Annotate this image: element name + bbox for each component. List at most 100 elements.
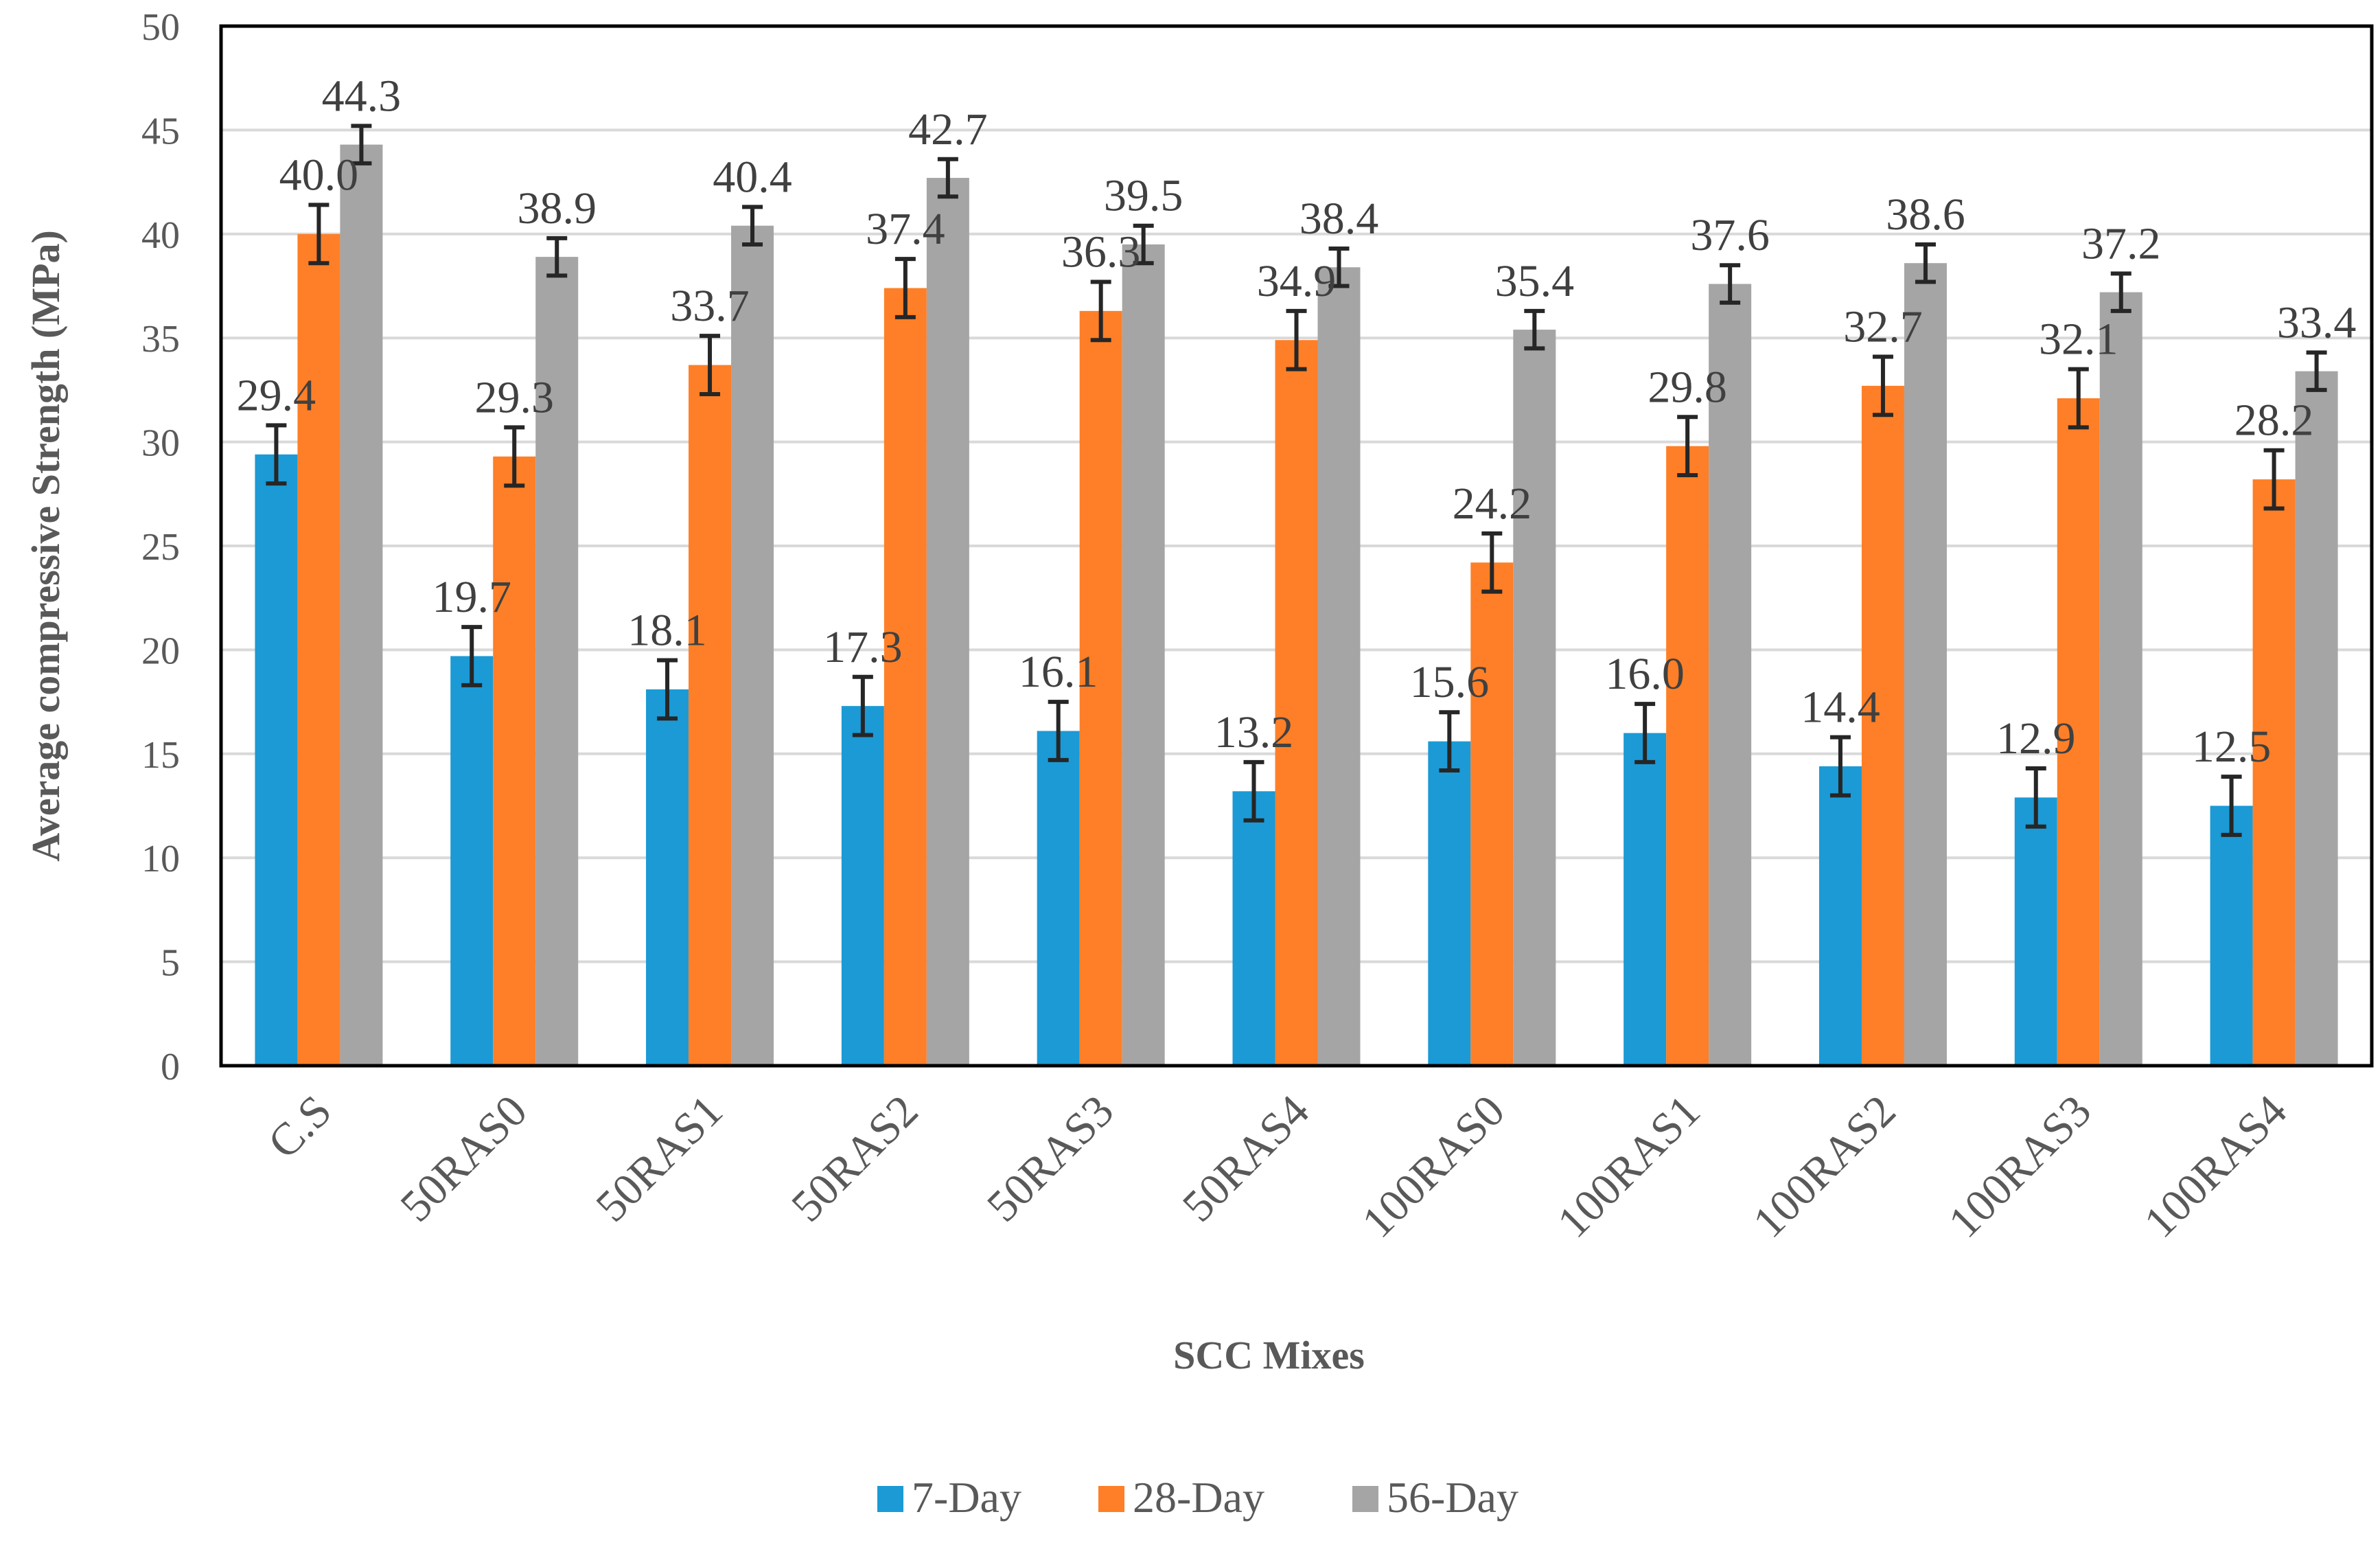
bar-28-day-100ras1 xyxy=(1666,446,1709,1066)
data-label: 32.1 xyxy=(2039,314,2118,365)
bar-7-day-50ras2 xyxy=(841,706,884,1066)
data-label: 16.0 xyxy=(1605,649,1685,699)
data-label: 24.2 xyxy=(1453,479,1532,529)
bar-56-day-100ras4 xyxy=(2295,371,2338,1066)
bars xyxy=(255,144,2338,1066)
bar-56-day-100ras0 xyxy=(1513,330,1556,1066)
bar-56-day-50ras4 xyxy=(1317,267,1361,1066)
bar-7-day-50ras0 xyxy=(450,656,494,1066)
y-tick-label: 45 xyxy=(141,110,180,152)
bar-7-day-100ras1 xyxy=(1624,733,1667,1066)
y-tick-label: 20 xyxy=(141,630,180,672)
y-axis-title: Average compressive Strength (MPa) xyxy=(23,230,68,862)
bar-28-day-100ras0 xyxy=(1470,562,1514,1066)
bar-28-day-cs xyxy=(297,233,340,1066)
y-tick-label: 5 xyxy=(161,942,180,985)
x-tick-label: 100RAS4 xyxy=(2134,1086,2296,1248)
data-label: 37.4 xyxy=(866,204,945,254)
bar-7-day-50ras3 xyxy=(1037,731,1080,1066)
error-bars xyxy=(266,124,2327,837)
data-label: 18.1 xyxy=(627,606,707,656)
data-label: 12.9 xyxy=(1996,713,2076,764)
legend-label-28-day: 28-Day xyxy=(1133,1473,1264,1522)
y-tick-label: 35 xyxy=(141,318,180,360)
data-label: 14.4 xyxy=(1801,683,1880,733)
x-tick-label: 50RAS4 xyxy=(1173,1086,1319,1231)
legend-swatch-7-day xyxy=(877,1486,903,1512)
bar-56-day-100ras3 xyxy=(2099,292,2142,1066)
bar-28-day-50ras0 xyxy=(493,456,536,1066)
legend-label-7-day: 7-Day xyxy=(912,1473,1021,1522)
bar-28-day-100ras4 xyxy=(2252,479,2296,1066)
y-tick-label: 25 xyxy=(141,526,180,569)
legend-label-56-day: 56-Day xyxy=(1387,1473,1518,1522)
data-label: 33.7 xyxy=(670,281,750,331)
data-label: 16.1 xyxy=(1019,647,1098,697)
bar-56-day-50ras1 xyxy=(731,225,774,1066)
y-tick-label: 50 xyxy=(141,6,180,49)
data-label: 38.4 xyxy=(1299,194,1379,244)
plot-area-border xyxy=(219,24,2374,1068)
data-label: 33.4 xyxy=(2277,297,2357,347)
data-label: 38.6 xyxy=(1886,190,1965,240)
bar-7-day-100ras0 xyxy=(1428,741,1471,1066)
data-label: 37.6 xyxy=(1690,210,1770,260)
bar-28-day-100ras2 xyxy=(1861,385,1904,1066)
x-tick-label: 50RAS1 xyxy=(586,1086,732,1231)
data-label: 40.4 xyxy=(713,152,792,202)
bar-7-day-100ras3 xyxy=(2014,797,2057,1066)
x-tick-label: 50RAS0 xyxy=(391,1086,536,1231)
data-label: 29.8 xyxy=(1648,362,1727,412)
data-label: 42.7 xyxy=(908,104,988,154)
y-tick-label: 0 xyxy=(161,1046,180,1088)
bar-28-day-100ras3 xyxy=(2057,398,2100,1066)
y-tick-label: 40 xyxy=(141,214,180,257)
data-label: 37.2 xyxy=(2081,218,2161,268)
x-tick-label: 100RAS3 xyxy=(1939,1086,2101,1248)
bar-28-day-50ras3 xyxy=(1079,310,1122,1066)
bar-56-day-50ras2 xyxy=(926,178,969,1066)
bar-28-day-50ras4 xyxy=(1275,340,1318,1066)
data-label: 28.2 xyxy=(2234,396,2314,446)
data-label: 12.5 xyxy=(2192,722,2272,772)
y-axis-ticks: 0 5 10 15 20 25 30 35 40 45 50 xyxy=(141,6,180,1088)
y-tick-label: 10 xyxy=(141,838,180,880)
bar-56-day-100ras2 xyxy=(1904,263,1947,1066)
bar-56-day-50ras3 xyxy=(1122,244,1165,1066)
legend: 7-Day 28-Day 56-Day xyxy=(877,1473,1518,1522)
data-label: 39.5 xyxy=(1104,171,1183,221)
x-tick-label: 100RAS0 xyxy=(1352,1086,1514,1248)
legend-swatch-56-day xyxy=(1352,1486,1378,1512)
data-label: 38.9 xyxy=(517,183,597,233)
bar-7-day-50ras1 xyxy=(646,689,689,1066)
data-label: 36.3 xyxy=(1061,227,1141,277)
data-label: 29.4 xyxy=(237,370,316,420)
bar-56-day-cs xyxy=(340,144,383,1066)
x-axis-title: SCC Mixes xyxy=(1173,1333,1365,1377)
data-label: 35.4 xyxy=(1495,256,1575,306)
bar-28-day-50ras2 xyxy=(883,288,927,1066)
data-label: 29.3 xyxy=(474,372,554,422)
data-label: 19.7 xyxy=(432,572,511,622)
bar-7-day-50ras4 xyxy=(1232,791,1275,1066)
data-label: 15.6 xyxy=(1410,657,1490,707)
data-label: 17.3 xyxy=(823,622,903,672)
data-label: 40.0 xyxy=(279,150,359,200)
x-tick-label: 50RAS3 xyxy=(978,1086,1123,1231)
bar-7-day-100ras4 xyxy=(2210,805,2253,1066)
y-tick-label: 30 xyxy=(141,422,180,465)
bar-56-day-100ras1 xyxy=(1709,284,1752,1066)
y-tick-label: 15 xyxy=(141,734,180,777)
x-tick-label: 100RAS2 xyxy=(1744,1086,1906,1248)
bar-28-day-50ras1 xyxy=(689,365,732,1066)
data-label: 13.2 xyxy=(1214,707,1294,757)
x-tick-label: C.S xyxy=(259,1086,341,1168)
x-axis-ticks: C.S 50RAS0 50RAS1 50RAS2 50RAS3 50RAS4 100RAS0… xyxy=(259,1086,2297,1248)
data-label: 44.3 xyxy=(322,71,402,121)
x-tick-label: 100RAS1 xyxy=(1548,1086,1710,1248)
data-labels: 29.4 40.0 44.3 19.7 29.3 38.9 18.1 33.7 40.4 17.3… xyxy=(237,71,2357,772)
bar-7-day-100ras2 xyxy=(1818,766,1862,1066)
data-label: 32.7 xyxy=(1843,301,1923,352)
bar-7-day-cs xyxy=(255,454,298,1066)
